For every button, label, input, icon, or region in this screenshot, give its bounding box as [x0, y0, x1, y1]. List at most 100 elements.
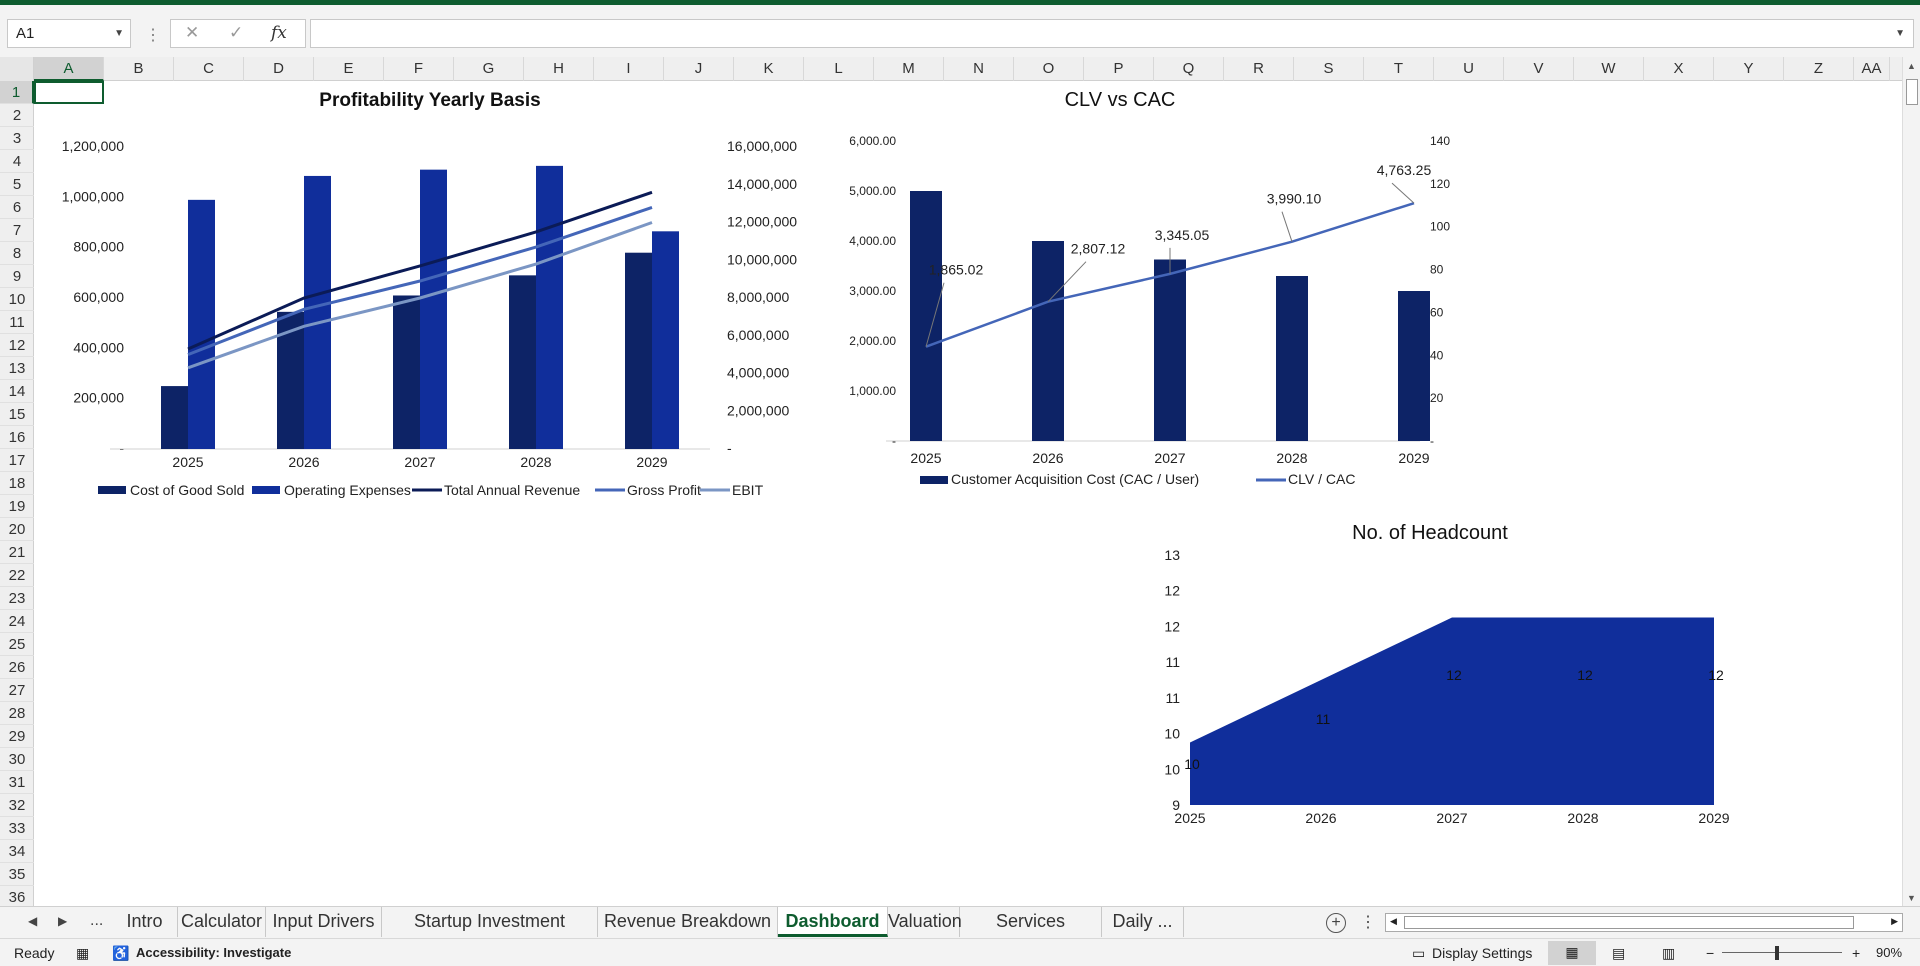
- row-header-28[interactable]: 28: [0, 702, 34, 725]
- bar-operating-expenses[interactable]: [536, 165, 563, 449]
- zoom-out-button[interactable]: −: [1706, 945, 1715, 961]
- horizontal-scrollbar[interactable]: ◀ ▶: [1385, 913, 1903, 932]
- column-header-h[interactable]: H: [524, 57, 594, 81]
- column-header-g[interactable]: G: [454, 57, 524, 81]
- bar-operating-expenses[interactable]: [652, 231, 679, 449]
- row-header-16[interactable]: 16: [0, 426, 34, 449]
- chevron-down-icon[interactable]: ▼: [114, 28, 124, 39]
- bar-cac[interactable]: [1032, 241, 1064, 441]
- row-header-23[interactable]: 23: [0, 587, 34, 610]
- column-header-a[interactable]: A: [34, 57, 104, 81]
- insert-function-icon[interactable]: fx: [271, 23, 287, 43]
- row-header-27[interactable]: 27: [0, 679, 34, 702]
- row-header-7[interactable]: 7: [0, 219, 34, 242]
- accessibility-status[interactable]: Accessibility: Investigate: [136, 945, 292, 960]
- column-header-b[interactable]: B: [104, 57, 174, 81]
- name-box[interactable]: A1 ▼: [7, 19, 131, 48]
- accessibility-icon[interactable]: ♿: [112, 945, 130, 961]
- cancel-icon[interactable]: ✕: [185, 23, 200, 42]
- row-header-29[interactable]: 29: [0, 725, 34, 748]
- scroll-up-icon[interactable]: ▲: [1907, 61, 1916, 71]
- column-header-aa[interactable]: AA: [1854, 57, 1890, 81]
- row-header-34[interactable]: 34: [0, 840, 34, 863]
- row-header-18[interactable]: 18: [0, 472, 34, 495]
- vertical-scrollbar[interactable]: ▲ ▼: [1902, 57, 1920, 906]
- column-header-x[interactable]: X: [1644, 57, 1714, 81]
- row-header-13[interactable]: 13: [0, 357, 34, 380]
- scroll-left-icon[interactable]: ◀: [1390, 916, 1397, 926]
- active-cell-a1[interactable]: [34, 81, 104, 104]
- more-options-icon[interactable]: ⋮: [145, 27, 161, 44]
- row-header-5[interactable]: 5: [0, 173, 34, 196]
- row-header-12[interactable]: 12: [0, 334, 34, 357]
- sheet-tab-revenue-breakdown[interactable]: Revenue Breakdown: [598, 907, 778, 937]
- scroll-right-icon[interactable]: ▶: [1891, 916, 1898, 926]
- enter-icon[interactable]: ✓: [229, 23, 244, 42]
- column-header-y[interactable]: Y: [1714, 57, 1784, 81]
- bar-cac[interactable]: [1398, 291, 1430, 441]
- expand-formula-icon[interactable]: ▼: [1895, 28, 1905, 39]
- row-header-10[interactable]: 10: [0, 288, 34, 311]
- sheet-tab-services-summary[interactable]: Services Summary: [960, 907, 1102, 959]
- bar-operating-expenses[interactable]: [188, 199, 215, 449]
- macro-record-icon[interactable]: ▦: [76, 945, 90, 961]
- row-header-19[interactable]: 19: [0, 495, 34, 518]
- zoom-level[interactable]: 90%: [1876, 945, 1903, 960]
- headcount-chart[interactable]: No. of Headcount 13 12 12 11 11 10 10 9 10 11 12 1…: [1144, 519, 1804, 906]
- row-header-25[interactable]: 25: [0, 633, 34, 656]
- sheet-tab-calculator[interactable]: Calculator: [178, 907, 266, 937]
- bar-cac[interactable]: [1276, 276, 1308, 441]
- page-layout-icon[interactable]: ▤: [1612, 945, 1626, 961]
- sheet-tab-intro[interactable]: Intro: [112, 907, 178, 937]
- bar-cac[interactable]: [910, 191, 942, 441]
- row-header-26[interactable]: 26: [0, 656, 34, 679]
- line-ebit[interactable]: [187, 221, 653, 370]
- column-header-d[interactable]: D: [244, 57, 314, 81]
- tabs-options-icon[interactable]: ⋮: [1360, 914, 1376, 931]
- column-header-p[interactable]: P: [1084, 57, 1154, 81]
- formula-input[interactable]: ▼: [310, 19, 1914, 48]
- display-settings-icon[interactable]: ▭: [1412, 945, 1426, 961]
- next-sheet-icon[interactable]: ▶: [58, 914, 68, 928]
- row-header-33[interactable]: 33: [0, 817, 34, 840]
- zoom-slider-track[interactable]: [1722, 952, 1842, 953]
- row-header-2[interactable]: 2: [0, 104, 34, 127]
- scroll-down-icon[interactable]: ▼: [1907, 893, 1916, 903]
- line-gross-profit[interactable]: [187, 205, 653, 357]
- row-header-1[interactable]: 1: [0, 81, 34, 104]
- column-header-m[interactable]: M: [874, 57, 944, 81]
- worksheet-grid[interactable]: Profitability Yearly Basis 1,200,000 1,00…: [34, 81, 1902, 906]
- row-header-30[interactable]: 30: [0, 748, 34, 771]
- area-headcount[interactable]: [1190, 617, 1714, 806]
- vertical-scroll-thumb[interactable]: [1906, 79, 1918, 105]
- column-header-k[interactable]: K: [734, 57, 804, 81]
- row-header-17[interactable]: 17: [0, 449, 34, 472]
- column-header-t[interactable]: T: [1364, 57, 1434, 81]
- column-header-n[interactable]: N: [944, 57, 1014, 81]
- row-header-14[interactable]: 14: [0, 380, 34, 403]
- bar-cost-of-good-sold[interactable]: [625, 252, 652, 449]
- column-header-c[interactable]: C: [174, 57, 244, 81]
- row-header-21[interactable]: 21: [0, 541, 34, 564]
- row-header-31[interactable]: 31: [0, 771, 34, 794]
- clv-cac-chart[interactable]: CLV vs CAC 6,000.00 5,000.00 4,000.00 3,000…: [804, 87, 1454, 507]
- row-header-11[interactable]: 11: [0, 311, 34, 334]
- column-header-r[interactable]: R: [1224, 57, 1294, 81]
- sheet-tab-startup-investment-summary[interactable]: Startup Investment Summary: [382, 907, 598, 959]
- add-sheet-button[interactable]: +: [1326, 913, 1346, 933]
- select-all-button[interactable]: [0, 57, 34, 81]
- column-header-o[interactable]: O: [1014, 57, 1084, 81]
- column-header-i[interactable]: I: [594, 57, 664, 81]
- column-header-j[interactable]: J: [664, 57, 734, 81]
- prev-sheet-icon[interactable]: ◀: [28, 914, 38, 928]
- zoom-in-button[interactable]: +: [1852, 945, 1861, 961]
- horizontal-scroll-thumb[interactable]: [1404, 916, 1854, 929]
- sheet-tab-valuation[interactable]: Valuation: [888, 907, 962, 937]
- row-header-24[interactable]: 24: [0, 610, 34, 633]
- column-header-z[interactable]: Z: [1784, 57, 1854, 81]
- row-header-4[interactable]: 4: [0, 150, 34, 173]
- more-sheets-left[interactable]: ...: [90, 912, 104, 929]
- sheet-tab-daily[interactable]: Daily ...: [1102, 907, 1184, 937]
- row-header-15[interactable]: 15: [0, 403, 34, 426]
- line-total-annual-revenue[interactable]: [187, 190, 653, 351]
